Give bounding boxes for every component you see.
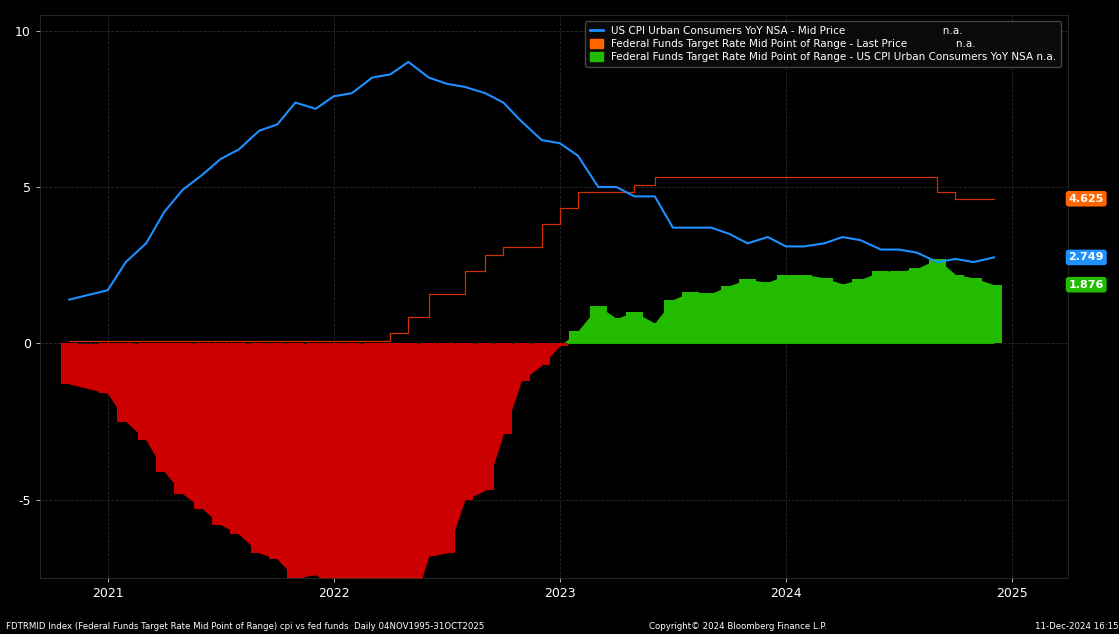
Text: 2.749: 2.749 bbox=[1069, 252, 1104, 262]
Bar bbox=[534, 344, 551, 365]
Bar bbox=[760, 282, 777, 344]
Bar bbox=[100, 344, 116, 394]
Bar bbox=[570, 331, 586, 344]
Bar bbox=[834, 284, 850, 344]
Bar bbox=[231, 344, 247, 534]
Bar bbox=[457, 344, 473, 500]
Bar bbox=[739, 279, 756, 344]
Bar bbox=[382, 344, 398, 609]
Bar bbox=[286, 344, 304, 578]
Text: Copyright© 2024 Bloomberg Finance L.P.: Copyright© 2024 Bloomberg Finance L.P. bbox=[649, 622, 827, 631]
Bar bbox=[909, 268, 925, 344]
Bar bbox=[213, 344, 229, 525]
Bar bbox=[683, 292, 699, 344]
Bar bbox=[647, 323, 664, 344]
Text: 4.625: 4.625 bbox=[1069, 194, 1103, 204]
Bar bbox=[477, 344, 493, 490]
Bar bbox=[721, 285, 737, 344]
Bar bbox=[439, 344, 455, 553]
Bar bbox=[138, 344, 154, 441]
Bar bbox=[552, 344, 568, 346]
Bar bbox=[269, 344, 285, 559]
Bar bbox=[873, 271, 890, 344]
Bar bbox=[590, 306, 606, 344]
Bar bbox=[608, 318, 624, 344]
Bar bbox=[986, 285, 1003, 344]
Bar bbox=[308, 344, 325, 575]
Bar bbox=[156, 344, 172, 472]
Text: 11-Dec-2024 16:15:50: 11-Dec-2024 16:15:50 bbox=[1035, 622, 1119, 631]
Bar bbox=[929, 259, 946, 344]
Bar bbox=[326, 344, 342, 587]
Bar bbox=[626, 312, 643, 344]
Bar bbox=[796, 275, 812, 344]
Bar bbox=[117, 344, 134, 422]
Bar bbox=[778, 275, 794, 344]
Bar bbox=[399, 344, 417, 622]
Bar bbox=[344, 344, 360, 590]
Text: 1.876: 1.876 bbox=[1069, 280, 1103, 290]
Bar bbox=[495, 344, 511, 434]
Bar bbox=[421, 344, 438, 556]
Legend: US CPI Urban Consumers YoY NSA - Mid Price                              n.a., Fe: US CPI Urban Consumers YoY NSA - Mid Pri… bbox=[585, 21, 1061, 67]
Bar bbox=[947, 275, 963, 344]
Bar bbox=[513, 344, 530, 381]
Bar bbox=[173, 344, 191, 493]
Bar bbox=[852, 279, 869, 344]
Text: FDTRMID Index (Federal Funds Target Rate Mid Point of Range) cpi vs fed funds  D: FDTRMID Index (Federal Funds Target Rate… bbox=[6, 622, 485, 631]
Bar bbox=[60, 344, 77, 384]
Bar bbox=[364, 344, 380, 606]
Bar bbox=[816, 278, 833, 344]
Bar bbox=[195, 344, 211, 509]
Bar bbox=[891, 271, 908, 344]
Bar bbox=[965, 278, 982, 344]
Bar bbox=[703, 294, 720, 344]
Bar bbox=[665, 300, 681, 344]
Bar bbox=[251, 344, 267, 553]
